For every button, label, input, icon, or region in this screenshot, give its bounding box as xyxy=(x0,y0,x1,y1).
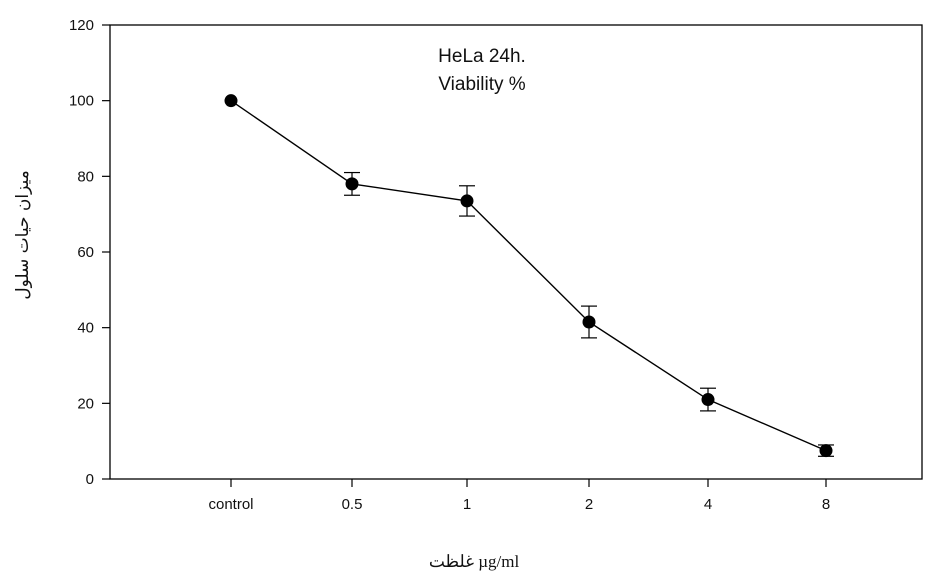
y-tick-label: 120 xyxy=(69,17,94,34)
y-tick-label: 0 xyxy=(86,471,94,488)
x-tick-label: control xyxy=(208,496,253,513)
data-point xyxy=(460,194,474,208)
x-tick-label: 4 xyxy=(704,496,712,513)
data-point xyxy=(582,315,596,329)
x-axis: control 0.5 1 2 4 8 xyxy=(208,479,830,513)
series-line xyxy=(230,100,827,452)
x-axis-title: غلظت µg/ml xyxy=(429,552,520,571)
data-point xyxy=(819,444,833,458)
y-axis-title: میزان حیات سلول xyxy=(13,170,33,299)
data-point xyxy=(701,393,715,407)
y-axis: 0 20 40 60 80 100 120 xyxy=(69,17,110,488)
x-tick-label: 8 xyxy=(822,496,830,513)
x-tick-label: 2 xyxy=(585,496,593,513)
x-tick-label: 1 xyxy=(463,496,471,513)
y-tick-label: 100 xyxy=(69,93,94,110)
annotation-line-2: Viability % xyxy=(438,74,525,95)
x-tick-label: 0.5 xyxy=(342,496,363,513)
y-tick-label: 80 xyxy=(77,168,94,185)
series-polyline xyxy=(230,100,827,452)
data-point xyxy=(224,94,238,108)
y-tick-label: 20 xyxy=(77,395,94,412)
y-tick-label: 40 xyxy=(77,320,94,337)
data-markers xyxy=(224,94,833,458)
error-bars xyxy=(344,171,834,457)
annotation-line-1: HeLa 24h. xyxy=(438,46,526,67)
y-tick-label: 60 xyxy=(77,244,94,261)
data-point xyxy=(345,177,359,191)
